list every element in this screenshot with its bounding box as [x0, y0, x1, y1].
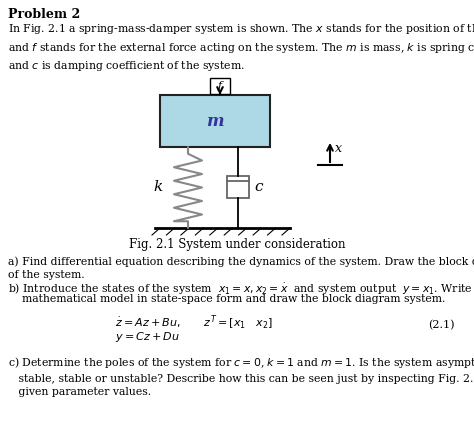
- Text: a) Find differential equation describing the dynamics of the system. Draw the bl: a) Find differential equation describing…: [8, 256, 474, 280]
- Text: b) Introduce the states of the system  $x_1 = x, x_2 = \dot{x}$  and system outp: b) Introduce the states of the system $x…: [8, 282, 474, 297]
- Bar: [160, 95, 270, 147]
- Text: In Fig. 2.1 a spring-mass-damper system is shown. The $x$ stands for the positio: In Fig. 2.1 a spring-mass-damper system …: [8, 22, 474, 73]
- Bar: [227, 176, 249, 198]
- Text: Problem 2: Problem 2: [8, 8, 80, 21]
- Text: c) Determine the poles of the system for $c=0$, $k=1$ and $m=1$. Is the system a: c) Determine the poles of the system for…: [8, 355, 474, 397]
- Text: c: c: [254, 180, 263, 194]
- Text: Fig. 2.1 System under consideration: Fig. 2.1 System under consideration: [129, 238, 345, 251]
- Bar: [210, 78, 230, 94]
- Text: m: m: [206, 113, 224, 129]
- Text: x: x: [335, 142, 342, 154]
- Text: f: f: [218, 81, 222, 91]
- Text: $y = Cz + Du$: $y = Cz + Du$: [115, 330, 180, 344]
- Text: k: k: [154, 180, 163, 194]
- Text: $\dot{z} = Az + Bu, \qquad z^T = [x_1 \quad x_2]$: $\dot{z} = Az + Bu, \qquad z^T = [x_1 \q…: [115, 314, 273, 332]
- Text: (2.1): (2.1): [428, 320, 455, 330]
- Text: mathematical model in state-space form and draw the block diagram system.: mathematical model in state-space form a…: [8, 294, 446, 304]
